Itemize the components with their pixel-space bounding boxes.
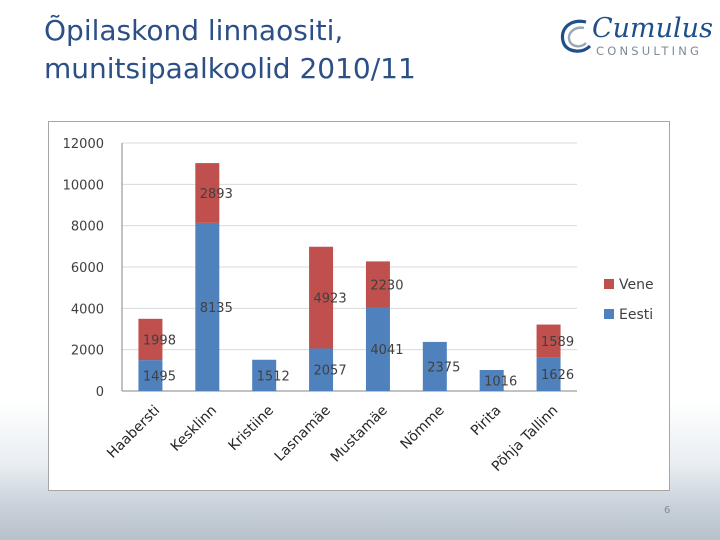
bar-eesti-5 [365,307,390,391]
data-label-eesti: 2375 [427,360,460,375]
data-label-vene: 1589 [541,335,574,350]
bar-eesti-8 [536,357,561,391]
bar-vene-8 [536,324,561,358]
data-label-eesti: 1512 [257,369,290,384]
bar-vene-1 [138,318,163,361]
page-title-line-1: Õpilaskond linnaositi, [44,14,344,47]
x-tick-label: Pirita [468,403,505,440]
y-tick-label: 4000 [71,302,104,317]
page-title: Õpilaskond linnaositi, munitsipaalkoolid… [44,12,464,88]
bar-eesti-2 [195,222,220,391]
data-label-vene: 1998 [143,333,176,348]
chart-frame: 0 2000 4000 6000 8000 10000 12000 1998 1495 Haabe… [48,121,670,491]
x-tick-label: Kristiine [225,403,277,455]
bar-vene-5 [365,261,390,308]
page-title-line-2: munitsipaalkoolid 2010/11 [44,52,416,85]
bar-eesti-3 [252,359,277,391]
logo-name: Cumulus [592,13,713,44]
data-label-eesti: 4041 [370,343,403,358]
bar-eesti-6 [422,341,447,391]
y-tick-label: 2000 [71,344,104,359]
bar-vene-4 [309,246,334,349]
data-label-eesti: 1016 [484,375,517,390]
page-number: 6 [664,505,671,516]
legend-label-eesti: Eesti [619,307,653,323]
data-label-eesti: 2057 [314,364,347,379]
x-tick-label: Mustamäe [328,403,391,466]
x-tick-label: Haabersti [104,403,163,462]
bar-vene-2 [195,163,220,223]
data-label-vene: 2893 [200,187,233,202]
y-tick-label: 10000 [63,178,104,193]
cumulus-logo: Cumulus CONSULTING [556,14,713,62]
x-tick-label: Nõmme [397,403,447,453]
y-tick-label: 8000 [71,220,104,235]
bar-eesti-4 [309,348,334,391]
bar-eesti-1 [138,360,163,391]
data-label-vene: 2230 [370,278,403,293]
y-tick-label: 12000 [63,137,104,152]
x-tick-label: Kesklinn [168,403,220,455]
legend-swatch-vene [604,279,614,289]
swirl-logo-icon [560,19,592,53]
data-label-eesti: 1495 [143,370,176,385]
bar-eesti-7 [479,370,504,391]
logo-subtitle: CONSULTING [596,44,703,58]
x-tick-label: Lasnamäe [272,403,334,465]
legend-label-vene: Vene [619,277,654,293]
data-label-eesti: 8135 [200,301,233,316]
y-tick-label: 0 [96,385,104,400]
stacked-bar-chart: 0 2000 4000 6000 8000 10000 12000 1998 1495 Haabe… [63,137,654,475]
y-tick-label: 6000 [71,261,104,276]
data-label-vene: 4923 [314,292,347,307]
legend-swatch-eesti [604,309,614,319]
data-label-eesti: 1626 [541,368,574,383]
